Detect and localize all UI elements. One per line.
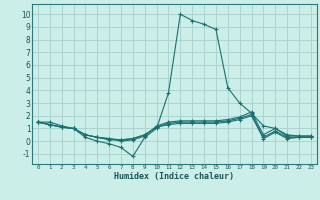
X-axis label: Humidex (Indice chaleur): Humidex (Indice chaleur) (115, 172, 234, 181)
